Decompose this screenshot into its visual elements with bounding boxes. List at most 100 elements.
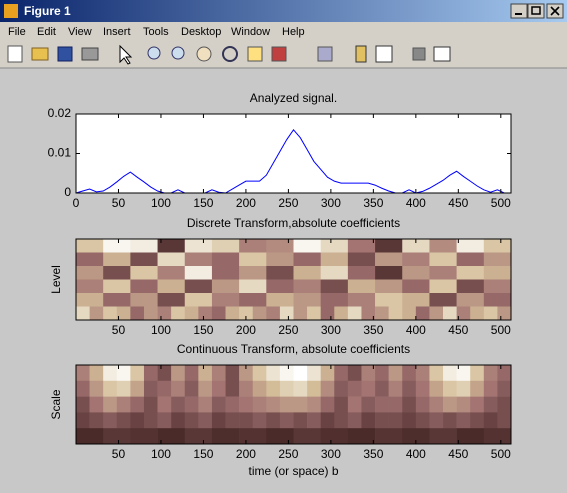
legend-icon[interactable] xyxy=(375,45,393,63)
hide-tools-icon[interactable] xyxy=(412,47,426,61)
heatmap-cell xyxy=(225,396,240,413)
toolbar-icons xyxy=(7,44,451,65)
heatmap-cell xyxy=(456,412,471,429)
heatmap-cell xyxy=(266,293,294,307)
heatmap-cell xyxy=(402,396,417,413)
heatmap-cell xyxy=(76,428,104,445)
save-icon[interactable] xyxy=(57,46,73,62)
heatmap-cell xyxy=(334,306,349,321)
menu-item[interactable]: Insert xyxy=(103,26,131,38)
heatmap-cell xyxy=(429,306,444,321)
heatmap-cell xyxy=(157,306,172,321)
x-tick-label: 150 xyxy=(193,323,213,337)
heatmap-cell xyxy=(470,380,485,397)
print-icon[interactable] xyxy=(81,47,99,61)
heatmap-cell xyxy=(429,365,444,382)
pan-icon[interactable] xyxy=(196,46,212,62)
heatmap-cell xyxy=(470,396,485,413)
heatmap-cell xyxy=(334,396,349,413)
x-tick-label: 100 xyxy=(151,323,171,337)
heatmap-cell xyxy=(130,428,158,445)
menu-item[interactable]: Tools xyxy=(143,26,169,38)
heatmap-cell xyxy=(347,306,362,321)
zoom-out-icon[interactable] xyxy=(171,46,185,60)
maximize-button[interactable] xyxy=(527,3,545,19)
heatmap-cell xyxy=(347,293,376,307)
heatmap-cell xyxy=(375,412,389,429)
heatmap-cell xyxy=(497,412,512,429)
heatmap-cell xyxy=(402,412,417,429)
heatmap-cell xyxy=(171,380,186,397)
heatmap-cell xyxy=(347,279,376,294)
heatmap-cell xyxy=(266,266,294,280)
menu-item[interactable]: File xyxy=(8,26,26,38)
heatmap-cell xyxy=(293,293,321,307)
heatmap-cell xyxy=(184,396,199,413)
menu-item[interactable]: Help xyxy=(282,26,305,38)
heatmap-cell xyxy=(103,239,131,253)
x-tick-label: 200 xyxy=(236,323,256,337)
brush-icon[interactable] xyxy=(271,46,287,62)
datacursor-icon[interactable] xyxy=(247,46,263,62)
heatmap-cell xyxy=(103,380,118,397)
open-icon[interactable] xyxy=(31,47,49,61)
heatmap-cell xyxy=(443,306,457,321)
heatmap-cell xyxy=(76,293,104,307)
heatmap-cell xyxy=(103,306,118,321)
rotate-icon[interactable] xyxy=(222,46,238,62)
menu-item[interactable]: Desktop xyxy=(181,26,221,38)
minimize-button[interactable] xyxy=(510,3,528,19)
heatmap-cell xyxy=(211,412,226,429)
menu-item[interactable]: View xyxy=(68,26,92,38)
heatmap-cell xyxy=(279,380,294,397)
heatmap-cell xyxy=(402,293,430,307)
heatmap-cell xyxy=(239,266,267,280)
zoom-in-icon[interactable] xyxy=(147,46,161,60)
axes-title: Continuous Transform, absolute coefficie… xyxy=(177,342,410,356)
new-icon[interactable] xyxy=(7,45,23,63)
heatmap-cell xyxy=(116,380,131,397)
pointer-icon[interactable] xyxy=(119,44,133,65)
heatmap-cell xyxy=(198,365,213,382)
heatmap-cell xyxy=(239,239,267,253)
heatmap-cell xyxy=(429,396,444,413)
heatmap-cell xyxy=(157,428,186,445)
heatmap-cell xyxy=(130,252,158,267)
menu-item[interactable]: Edit xyxy=(37,26,56,38)
heatmap-cell xyxy=(293,412,308,429)
heatmap-cell xyxy=(375,252,403,267)
heatmap-cell xyxy=(130,306,145,321)
heatmap-cell xyxy=(239,279,267,294)
heatmap-cell xyxy=(429,239,457,253)
heatmap-cell xyxy=(307,412,321,429)
heatmap-cell xyxy=(347,412,362,429)
heatmap-cell xyxy=(293,428,321,445)
heatmap-cell xyxy=(143,412,158,429)
heatmap-cell xyxy=(483,239,512,253)
x-tick-label: 200 xyxy=(236,196,256,210)
menu-item[interactable]: Window xyxy=(231,26,270,38)
x-tick-label: 50 xyxy=(112,323,126,337)
heatmap-cell xyxy=(375,396,389,413)
maximize-glyph xyxy=(531,6,541,15)
heatmap-cell xyxy=(334,380,349,397)
x-tick-label: 400 xyxy=(406,323,426,337)
heatmap-cell xyxy=(130,239,158,253)
menu-items: File Edit View Insert Tools Desktop Window Help xyxy=(8,26,305,38)
dock-icon[interactable] xyxy=(433,46,451,62)
axes-box xyxy=(75,238,512,321)
heatmap-cell xyxy=(76,252,104,267)
heatmap-cell xyxy=(157,380,172,397)
link-icon[interactable] xyxy=(317,46,333,62)
x-tick-label: 250 xyxy=(278,447,298,461)
x-tick-label: 400 xyxy=(406,196,426,210)
heatmap-cell xyxy=(429,293,457,307)
heatmap-cell xyxy=(375,428,403,445)
heatmap-cell xyxy=(307,396,321,413)
heatmap-cell xyxy=(143,380,158,397)
heatmap-cell xyxy=(470,365,485,382)
heatmap-cell xyxy=(361,365,376,382)
colorbar-icon[interactable] xyxy=(355,45,367,63)
heatmap-cell xyxy=(103,365,118,382)
